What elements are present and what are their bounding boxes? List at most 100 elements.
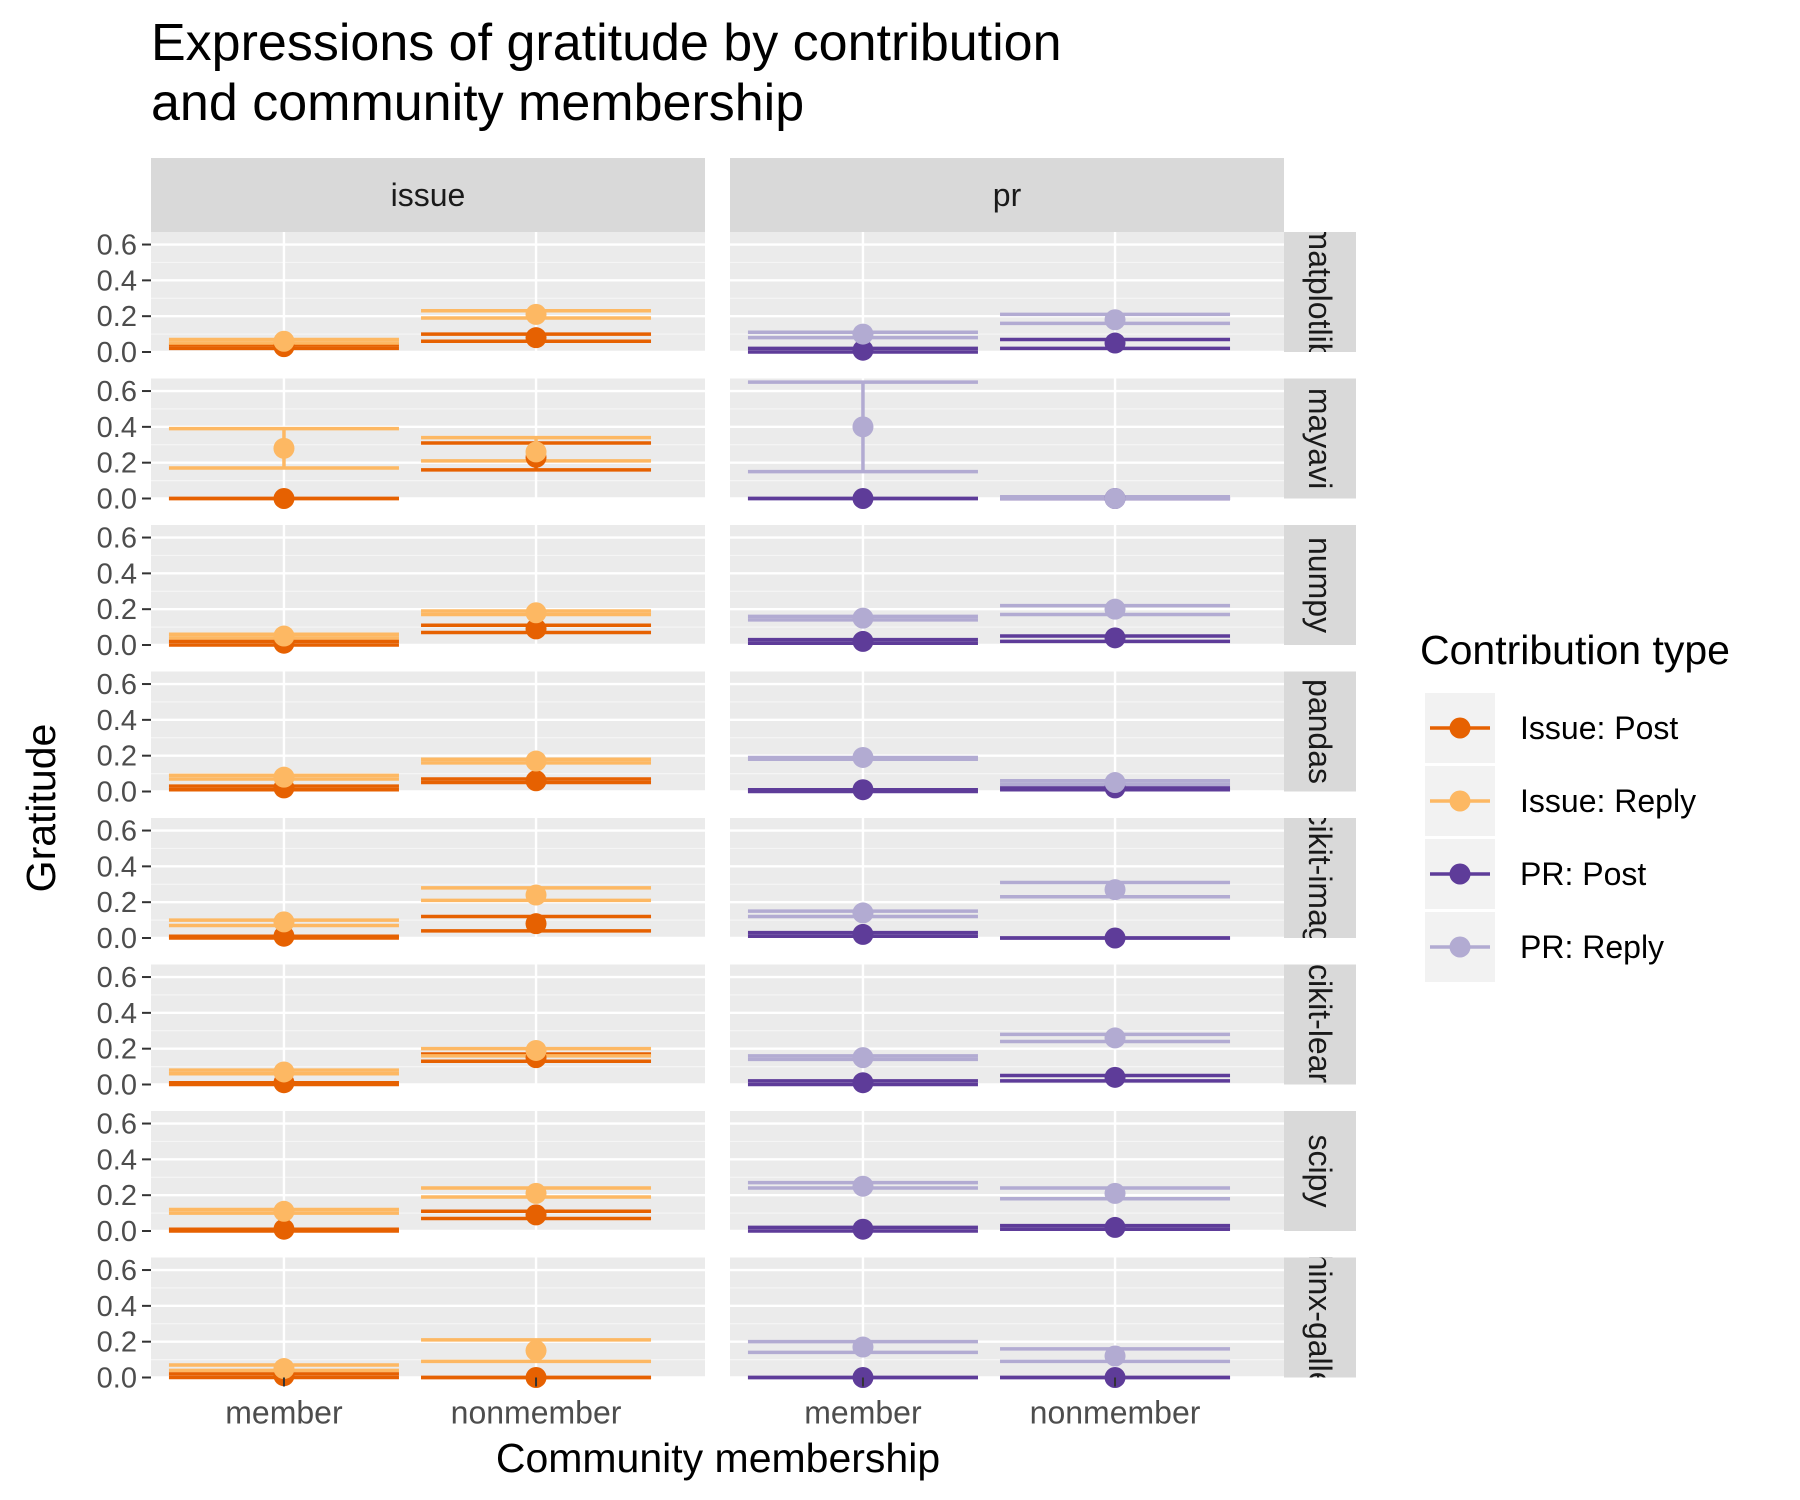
y-tick-label: 0.6 xyxy=(97,962,137,994)
y-tick-label: 0.4 xyxy=(97,1144,137,1176)
y-tick-label: 0.2 xyxy=(97,301,137,333)
data-point-pr-reply-nonmember xyxy=(1104,598,1126,620)
row-strip-label: pandas xyxy=(1302,679,1338,784)
panel-mayavi-issue xyxy=(151,378,705,509)
y-tick-label: 0.0 xyxy=(97,484,137,516)
data-point-issue-post-nonmember xyxy=(525,618,547,640)
data-point-issue-post-nonmember xyxy=(525,770,547,792)
x-axis-issue: member nonmember xyxy=(225,1377,622,1431)
data-point-issue-reply-member xyxy=(273,1061,295,1083)
y-tick-label: 0.4 xyxy=(97,412,137,444)
data-point-issue-reply-nonmember xyxy=(525,1182,547,1204)
panel-numpy-issue xyxy=(151,525,705,654)
column-strip-label: issue xyxy=(391,177,466,213)
x-axis-pr: member nonmember xyxy=(804,1377,1201,1431)
y-axis-matplotlib: 0.0 0.2 0.40.6 xyxy=(97,230,151,369)
data-point-pr-post-nonmember xyxy=(1104,332,1126,354)
row-strip-bg xyxy=(1284,818,1356,938)
panel-matplotlib-issue xyxy=(151,232,705,358)
legend-title: Contribution type xyxy=(1420,627,1730,673)
data-point-pr-reply-member xyxy=(852,323,874,345)
y-tick-label: 0.2 xyxy=(97,887,137,919)
facet-strips: issue pr matplotlib mayavi numpy pandas scikit… xyxy=(151,158,1356,1416)
row-strip-bg xyxy=(1284,671,1356,792)
column-strip-bg xyxy=(151,158,705,232)
y-tick-label: 0.2 xyxy=(97,448,137,480)
x-tick-label: member xyxy=(804,1395,922,1431)
row-strip-pandas: pandas xyxy=(1284,671,1356,792)
row-strip-mayavi: mayavi xyxy=(1284,378,1356,499)
row-strip-bg xyxy=(1284,1111,1356,1231)
legend-label: Issue: Reply xyxy=(1520,783,1696,819)
row-strip-label: mayavi xyxy=(1302,388,1338,489)
data-point-issue-reply-member xyxy=(273,437,295,459)
row-strip-bg xyxy=(1284,525,1356,645)
data-point-issue-reply-member xyxy=(273,1358,295,1380)
legend-key-point xyxy=(1449,936,1471,958)
data-point-issue-reply-member xyxy=(273,330,295,352)
row-strip-scikit-image: scikit-image xyxy=(1284,818,1356,938)
legend-label: PR: Reply xyxy=(1520,929,1664,965)
data-point-pr-reply-nonmember xyxy=(1104,488,1126,509)
panel-background xyxy=(730,525,1284,645)
legend-entry: Issue: Post xyxy=(1425,693,1678,763)
row-strip-bg xyxy=(1284,232,1356,352)
data-point-issue-reply-nonmember xyxy=(525,750,547,772)
row-strip-bg xyxy=(1284,378,1356,499)
data-point-pr-reply-member xyxy=(852,416,874,438)
data-point-pr-reply-nonmember xyxy=(1104,879,1126,901)
y-axis-mayavi: 0.0 0.2 0.4 0.6 xyxy=(97,376,151,516)
y-axes: 0.00.20.40.60.00.20.40.60.00.20.40.60.00… xyxy=(97,230,151,1395)
panel-scikit-learn-issue xyxy=(151,964,705,1094)
row-strip-scikit-learn: scikit-learn xyxy=(1284,964,1356,1085)
panel-matplotlib-pr xyxy=(730,232,1284,361)
data-point-issue-reply-member xyxy=(273,766,295,788)
data-point-issue-reply-nonmember xyxy=(525,1039,547,1061)
chart-title-line-2: and community membership xyxy=(151,74,804,132)
data-point-issue-reply-nonmember xyxy=(525,1340,547,1362)
column-strip-label: pr xyxy=(993,177,1022,213)
y-tick-label: 0.0 xyxy=(97,1216,137,1248)
data-point-issue-post-nonmember xyxy=(525,327,547,349)
legend-entry: PR: Post xyxy=(1425,839,1646,909)
data-point-pr-post-nonmember xyxy=(1104,627,1126,649)
y-tick-label: 0.2 xyxy=(97,1180,137,1212)
chart-title: Expressions of gratitude by contribution… xyxy=(151,14,1062,132)
y-tick-label: 0.6 xyxy=(97,523,137,555)
data-point-issue-post-nonmember xyxy=(525,1204,547,1226)
data-point-pr-post-nonmember xyxy=(1104,927,1126,949)
legend-key-point xyxy=(1449,790,1471,812)
y-tick-label: 0.6 xyxy=(97,376,137,408)
data-point-pr-post-member xyxy=(852,1072,874,1094)
row-strip-label: matplotlib xyxy=(1302,224,1338,361)
data-point-pr-post-member xyxy=(852,779,874,801)
row-strip-sphinx-gallery: sphinx-gallery xyxy=(1284,1219,1356,1416)
data-point-pr-reply-member xyxy=(852,1175,874,1197)
y-tick-label: 0.0 xyxy=(97,777,137,809)
row-strip-scipy: scipy xyxy=(1284,1111,1356,1231)
y-tick-label: 0.0 xyxy=(97,1363,137,1395)
y-tick-label: 0.2 xyxy=(97,741,137,773)
y-tick-label: 0.6 xyxy=(97,1255,137,1287)
data-point-pr-reply-nonmember xyxy=(1104,1027,1126,1049)
row-strip-label: sphinx-gallery xyxy=(1302,1219,1338,1416)
y-tick-label: 0.2 xyxy=(97,594,137,626)
y-tick-label: 0.6 xyxy=(97,816,137,848)
row-strip-label: numpy xyxy=(1302,537,1338,633)
panel-background xyxy=(151,964,705,1085)
x-axis-title: Community membership xyxy=(496,1435,940,1481)
column-strip-pr: pr xyxy=(730,158,1284,232)
data-point-pr-reply-nonmember xyxy=(1104,1345,1126,1367)
data-point-pr-reply-nonmember xyxy=(1104,309,1126,331)
x-tick-label: nonmember xyxy=(451,1395,622,1431)
legend-label: Issue: Post xyxy=(1520,710,1678,746)
panel-sphinx-gallery-pr xyxy=(730,1257,1284,1388)
legend-entry: PR: Reply xyxy=(1425,912,1664,982)
panel-mayavi-pr xyxy=(730,378,1284,509)
data-point-issue-reply-member xyxy=(273,625,295,647)
panel-pandas-issue xyxy=(151,671,705,799)
y-axis-title: Gratitude xyxy=(18,724,64,893)
data-point-issue-reply-nonmember xyxy=(525,441,547,463)
data-point-issue-reply-nonmember xyxy=(525,602,547,624)
